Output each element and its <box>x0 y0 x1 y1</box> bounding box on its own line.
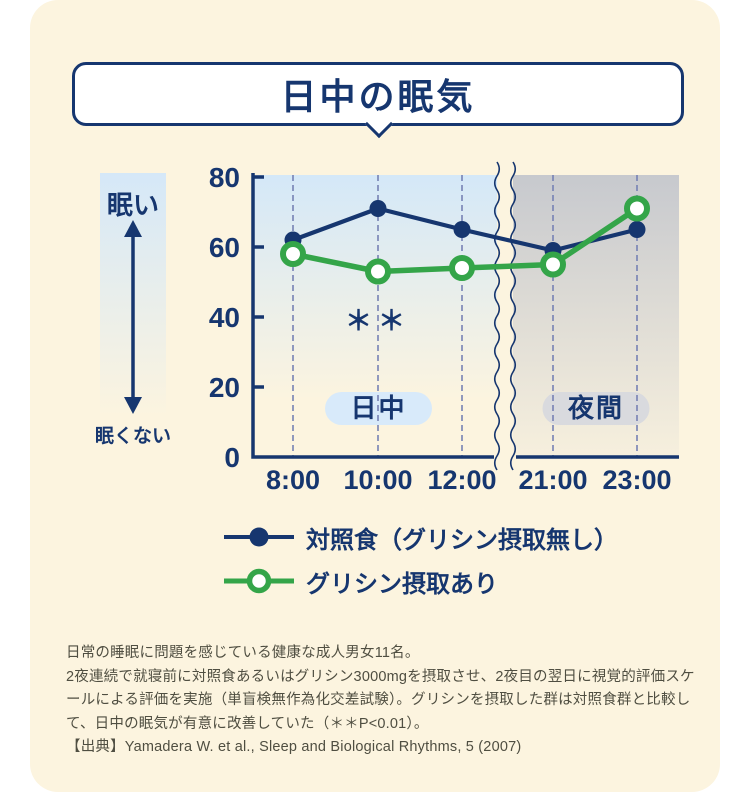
axis-break-wave <box>509 161 517 471</box>
legend-item-glycine: グリシン摂取あり <box>224 560 618 602</box>
data-point-glycine-21:00 <box>540 251 566 278</box>
section-label-night: 夜間 <box>567 393 624 423</box>
content-panel: 日中の眠気 眠い 眠くない 日中 夜間 0 20 40 60 80 8:00 10:00 12:0… <box>30 0 720 792</box>
axis-left-bottom <box>251 173 494 459</box>
data-point-glycine-10:00 <box>365 258 391 285</box>
x-tick-label: 12:00 <box>427 465 496 495</box>
axis-break-wave <box>493 161 501 471</box>
y-tick-label: 40 <box>209 302 240 333</box>
y-axis-note-strip: 眠い 眠くない <box>95 173 171 450</box>
chart-title: 日中の眠気 <box>280 76 476 117</box>
y-tick-label: 60 <box>209 232 240 263</box>
data-point-control-12:00 <box>453 221 471 238</box>
legend-label-control: 対照食（グリシン摂取無し） <box>306 526 618 554</box>
x-tick-label: 8:00 <box>266 465 320 495</box>
study-note-method: 2夜連続で就寝前に対照食あるいはグリシン3000mgを摂取させ、2夜目の翌日に視… <box>66 668 695 732</box>
sleepiness-line-chart: 日中 夜間 0 20 40 60 80 8:00 10:00 12:00 21:00 23:00 ＊＊ <box>209 161 679 495</box>
y-tick-label: 20 <box>209 372 240 403</box>
legend-marker-open-circle-icon <box>224 568 294 594</box>
y-axis-note-sleepy: 眠い <box>106 190 159 220</box>
y-tick-label: 80 <box>209 162 240 193</box>
x-tick-label: 10:00 <box>343 465 412 495</box>
section-pill-night <box>542 392 650 425</box>
study-note-subjects: 日常の睡眠に問題を感じている健康な成人男女11名。 <box>66 645 420 661</box>
study-note-source: 【出典】Yamadera W. et al., Sleep and Biolog… <box>66 739 522 755</box>
data-point-glycine-12:00 <box>449 255 475 281</box>
legend-marker-filled-circle-icon <box>224 527 294 547</box>
data-point-control-10:00 <box>369 200 387 217</box>
legend-label-glycine: グリシン摂取あり <box>306 570 498 598</box>
significance-annotation: ＊＊ <box>345 306 411 336</box>
section-label-day: 日中 <box>350 393 406 423</box>
legend-item-control: 対照食（グリシン摂取無し） <box>224 516 618 558</box>
chart-title-box: 日中の眠気 <box>72 62 684 139</box>
double-arrow-icon <box>124 220 142 414</box>
x-tick-label: 21:00 <box>518 465 587 495</box>
data-point-control-23:00 <box>628 221 646 238</box>
study-notes: 日常の睡眠に問題を感じている健康な成人男女11名。 2夜連続で就寝前に対照食ある… <box>66 642 696 760</box>
x-tick-label: 23:00 <box>602 465 671 495</box>
data-point-glycine-23:00 <box>624 195 650 222</box>
y-tick-label: 0 <box>224 442 240 473</box>
y-axis-note-not-sleepy: 眠くない <box>94 426 171 447</box>
chart-legend: 対照食（グリシン摂取無し） グリシン摂取あり <box>224 516 618 602</box>
data-point-glycine-8:00 <box>280 241 306 267</box>
